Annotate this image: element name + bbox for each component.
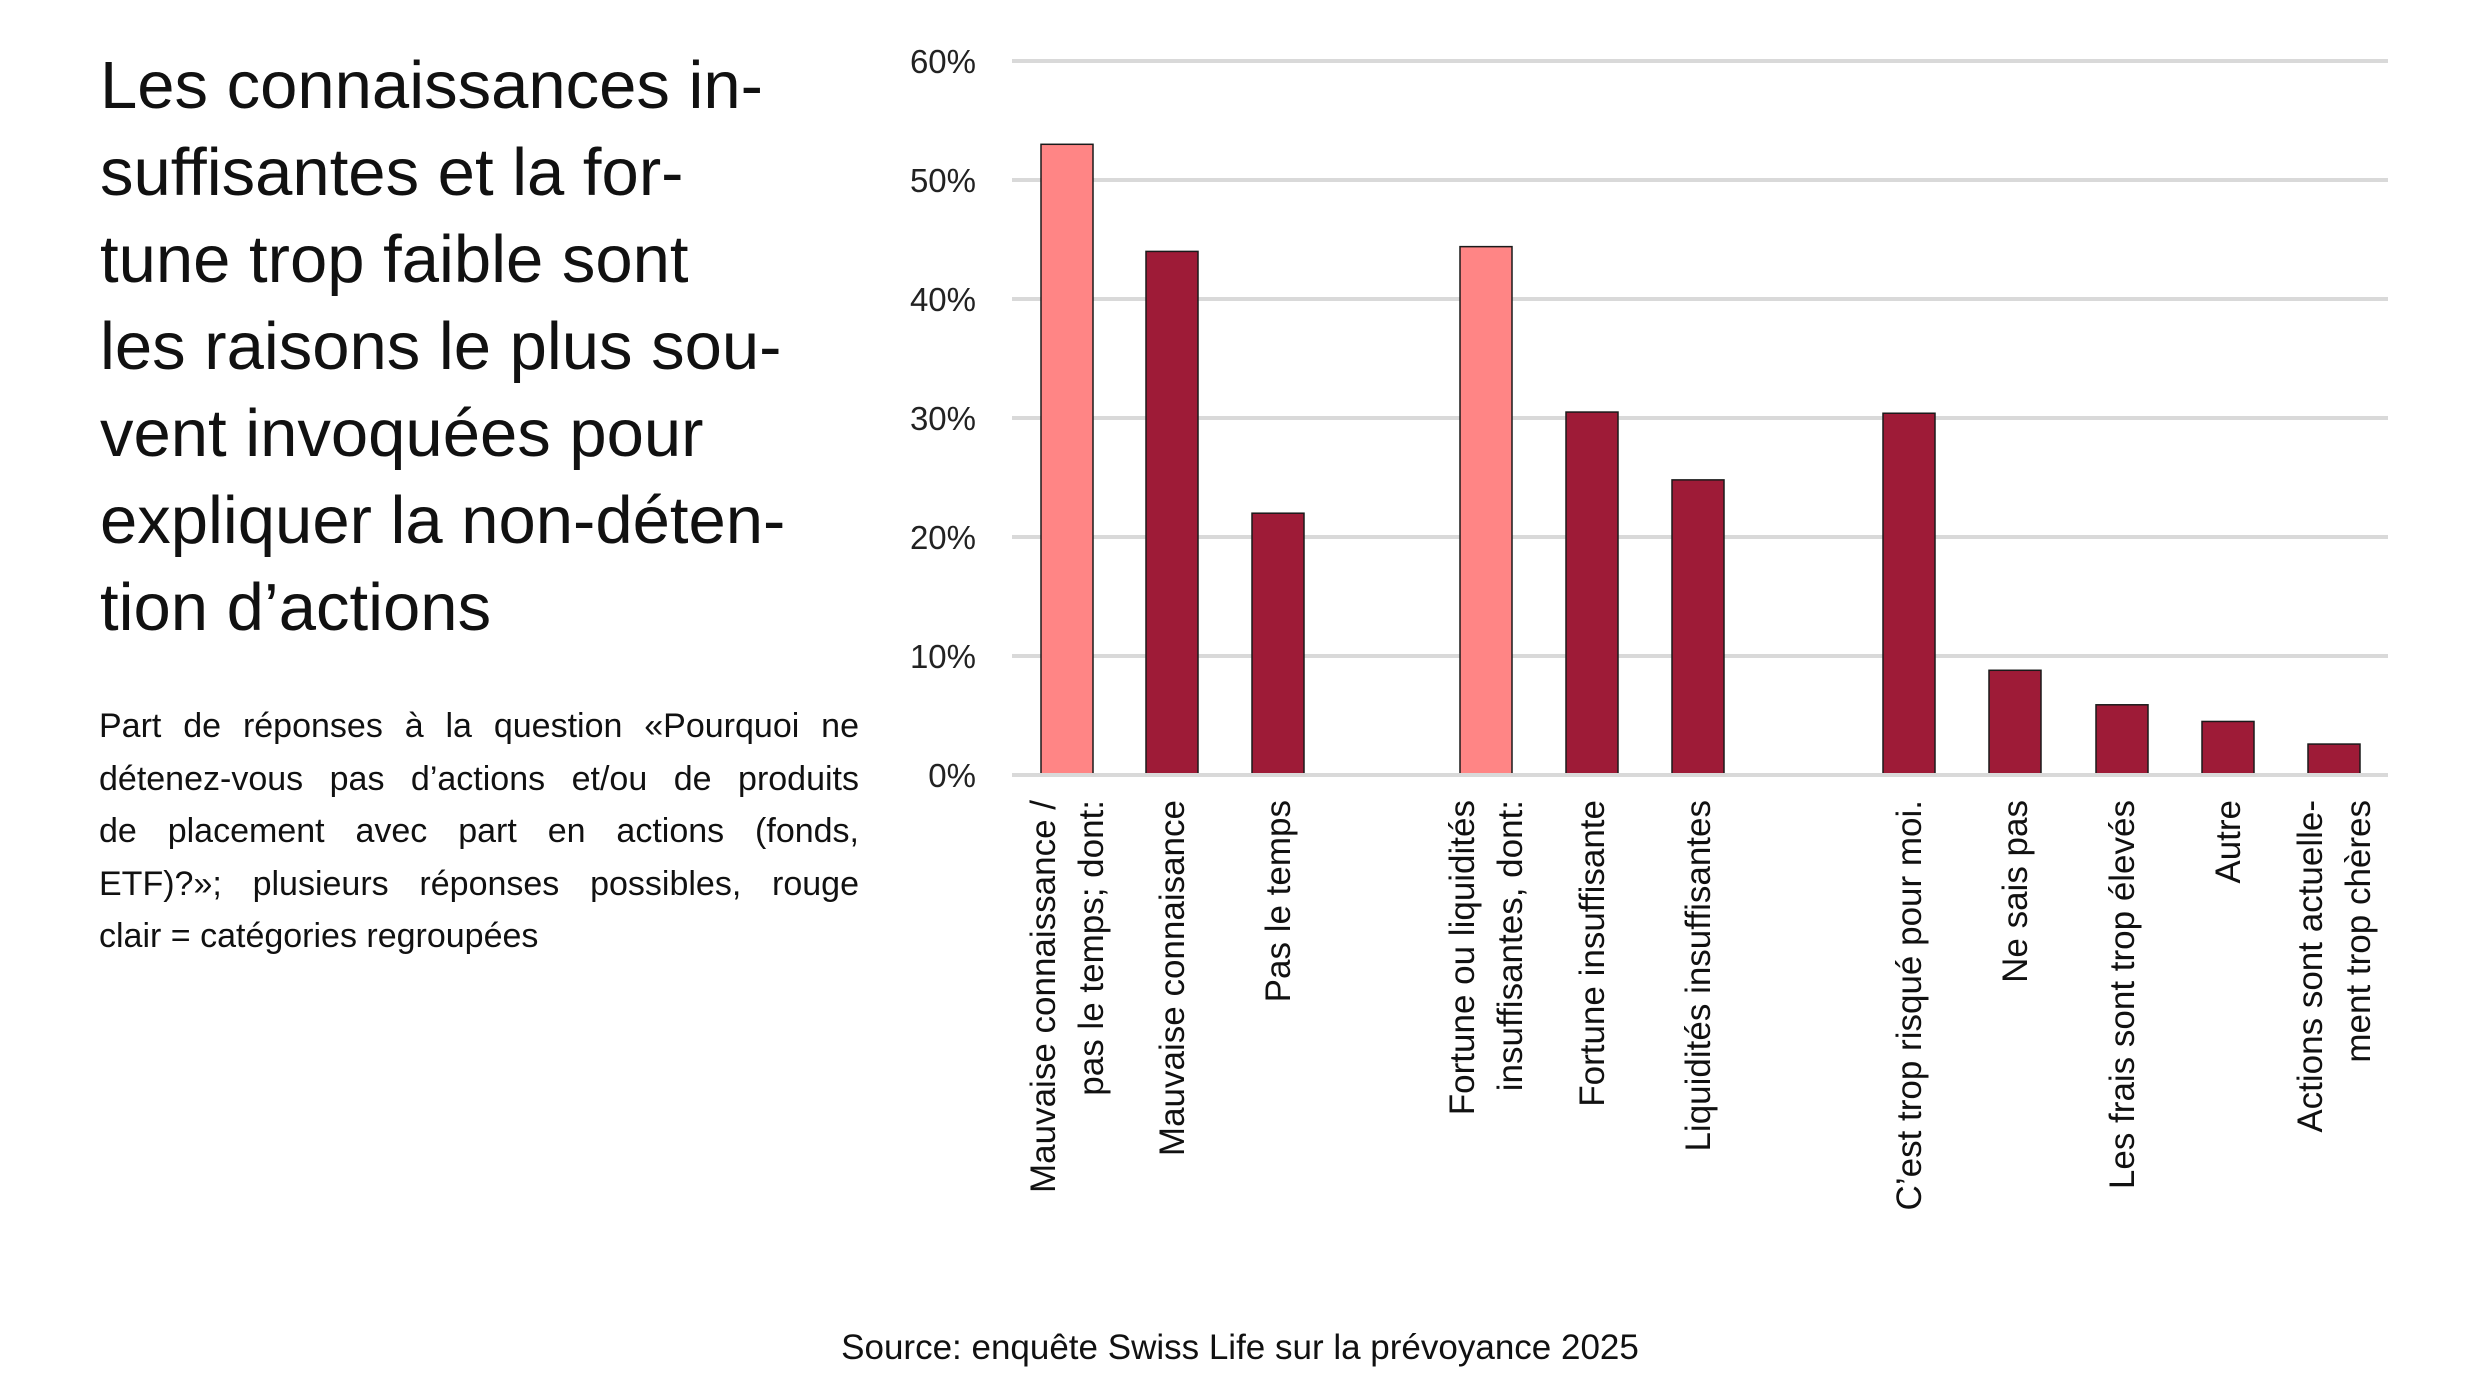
category-label: Actions sont actuelle-ment trop chères <box>2291 800 2378 1133</box>
category-label-line: Pas le temps <box>1259 800 1298 1002</box>
category-label: Ne sais pas <box>1996 800 2035 983</box>
category-label: Mauvaise connaissance / pas le temps; don… <box>1024 800 1111 1193</box>
category-label: Mauvaise connaisance <box>1153 800 1192 1156</box>
category-label: C’est trop risqué pour moi. <box>1890 800 1929 1210</box>
bar-grouped <box>1459 245 1513 776</box>
y-tick-label: 20% <box>910 519 976 556</box>
category-label-line: Mauvaise connaissance / <box>1024 800 1063 1193</box>
title-line: tune trop faible sont <box>100 222 689 297</box>
category-label-line: Fortune insuffisante <box>1573 800 1612 1107</box>
category-label-line: Actions sont actuelle- <box>2291 800 2330 1133</box>
title-line: Les connaissances in- <box>100 48 763 123</box>
y-tick-label: 40% <box>910 281 976 318</box>
y-tick-label: 60% <box>910 43 976 80</box>
bar <box>1671 479 1725 776</box>
subtitle-line: détenez-vous pas d’actions et/ou de prod… <box>99 759 859 798</box>
subtitle-line: de placement avec part en actions (fonds… <box>99 812 859 850</box>
y-tick-label: 0% <box>928 757 976 794</box>
bar <box>1251 512 1305 776</box>
y-tick-label: 30% <box>910 400 976 437</box>
title-line: suffisantes et la for- <box>100 135 684 210</box>
category-label: Fortune insuffisante <box>1573 800 1612 1107</box>
category-label: Fortune ou liquidités insuffisantes, dont… <box>1443 800 1530 1115</box>
source-note: Source: enquête Swiss Life sur la prévoy… <box>841 1328 1639 1367</box>
bar <box>1145 250 1199 776</box>
bar <box>1988 669 2042 776</box>
category-labels: Mauvaise connaissance / pas le temps; don… <box>1024 800 2378 1211</box>
bar <box>2201 720 2255 776</box>
category-label-line: insuffisantes, dont: <box>1491 800 1530 1091</box>
subtitle-line: Part de réponses à la question «Pourquoi… <box>99 707 859 745</box>
bar <box>1882 412 1936 776</box>
chart-subtitle: Part de réponses à la question «Pourquoi… <box>99 700 859 963</box>
category-label-line: Liquidités insuffisantes <box>1679 800 1718 1152</box>
bar <box>2095 704 2149 776</box>
y-tick-label: 50% <box>910 162 976 199</box>
subtitle-line: ETF)?»; plusieurs réponses possibles, ro… <box>99 864 859 903</box>
category-label-line: Autre <box>2209 800 2248 884</box>
title-line: tion d’actions <box>100 570 492 645</box>
category-label: Pas le temps <box>1259 800 1298 1002</box>
bar-grouped <box>1040 143 1094 776</box>
category-label-line: C’est trop risqué pour moi. <box>1890 800 1929 1210</box>
category-label-line: ment trop chères <box>2339 800 2378 1063</box>
y-tick-label: 10% <box>910 638 976 675</box>
category-label-line: Ne sais pas <box>1996 800 2035 983</box>
category-label-line: Les frais sont trop élevés <box>2103 800 2142 1189</box>
subtitle-line: clair = catégories regroupées <box>99 917 539 955</box>
category-label-line: Mauvaise connaisance <box>1153 800 1192 1156</box>
bar <box>1565 411 1619 776</box>
category-label: Autre <box>2209 800 2248 884</box>
y-axis-ticks: 0% 10% 20% 30% 40% 50% 60% <box>910 43 976 794</box>
title-line: les raisons le plus sou- <box>100 309 782 384</box>
category-label-line: pas le temps; dont: <box>1072 800 1111 1096</box>
title-line: vent invoquées pour <box>100 396 704 471</box>
category-label: Liquidités insuffisantes <box>1679 800 1718 1152</box>
category-label-line: Fortune ou liquidités <box>1443 800 1482 1115</box>
category-label: Les frais sont trop élevés <box>2103 800 2142 1189</box>
chart-title: Les connaissances in-suffisantes et la f… <box>100 42 860 651</box>
title-line: expliquer la non-déten- <box>100 483 786 558</box>
bar <box>2307 743 2361 776</box>
bars <box>1040 143 2361 776</box>
